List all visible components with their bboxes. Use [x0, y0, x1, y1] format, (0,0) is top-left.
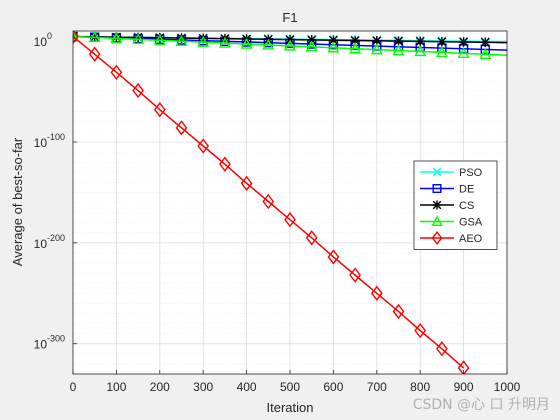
diamond-marker [132, 82, 144, 99]
triangle-marker [327, 41, 340, 53]
series-line-gsa [73, 35, 507, 56]
triangle-marker [392, 44, 405, 56]
x-marker [432, 167, 442, 177]
diamond-marker [414, 322, 427, 339]
y-tick-label: 10 [34, 338, 48, 352]
chart-title: F1 [282, 10, 297, 25]
series-gsa [73, 31, 507, 59]
x-tick-label: 400 [237, 380, 257, 394]
asterisk-marker [458, 37, 469, 47]
x-axis-label: Iteration [267, 400, 314, 415]
y-axis-label: Average of best-so-far [10, 137, 25, 266]
y-tick-exponent: -200 [47, 233, 65, 243]
triangle-marker [73, 31, 79, 42]
diamond-marker [197, 138, 210, 154]
triangle-marker [414, 45, 427, 57]
asterisk-marker [432, 200, 442, 210]
triangle-marker [370, 43, 383, 55]
square-marker [432, 183, 442, 193]
legend-item-aeo: AEO [420, 231, 483, 245]
legend-item-gsa: GSA [420, 215, 483, 229]
triangle-marker [479, 48, 492, 59]
series-layer [73, 31, 507, 374]
triangle-marker [284, 39, 296, 51]
x-tick-label: 0 [70, 380, 77, 394]
x-tick-label: 300 [193, 380, 213, 394]
triangle-marker [197, 35, 210, 47]
x-tick-label: 100 [106, 380, 126, 394]
asterisk-marker [415, 36, 425, 47]
triangle-marker [175, 34, 188, 46]
triangle-marker [153, 34, 166, 45]
x-tick-label: 600 [323, 380, 343, 394]
series-line-aeo [73, 35, 465, 369]
legend-item-pso: PSO [420, 167, 483, 179]
diamond-marker [431, 231, 443, 245]
diamond-marker [284, 212, 296, 228]
triangle-marker [240, 37, 253, 49]
legend-label: AEO [459, 233, 483, 245]
triangle-marker [431, 215, 443, 227]
diamond-marker [73, 31, 79, 45]
diamond-marker [370, 285, 383, 301]
x-tick-label: 700 [367, 380, 387, 394]
triangle-marker [262, 38, 275, 50]
diamond-marker [262, 193, 275, 210]
legend-label: DE [459, 184, 474, 196]
legend-label: PSO [459, 167, 483, 179]
watermark: CSDN @心 口 升明月 [412, 397, 550, 413]
y-tick-exponent: -100 [47, 132, 65, 142]
diamond-marker [436, 341, 448, 357]
legend-item-cs: CS [420, 200, 474, 212]
x-tick-label: 1000 [494, 380, 521, 394]
legend-item-de: DE [420, 184, 474, 196]
diamond-marker [305, 230, 318, 246]
asterisk-marker [285, 34, 295, 45]
diamond-marker [349, 267, 361, 283]
triangle-marker [349, 42, 362, 54]
legend: PSO DE CS GSA AEO [413, 160, 498, 250]
x-tick-label: 500 [280, 380, 300, 394]
y-tick-exponent: -300 [47, 334, 65, 344]
triangle-marker [88, 31, 101, 43]
x-tick-label: 800 [410, 380, 430, 394]
diamond-marker [240, 175, 253, 191]
triangle-marker [132, 33, 145, 45]
diamond-marker [110, 64, 123, 81]
triangle-marker [218, 36, 231, 48]
triangle-marker [110, 32, 123, 44]
asterisk-marker [480, 37, 491, 48]
series-aeo [73, 31, 470, 374]
x-tick-label: 200 [150, 380, 170, 394]
diamond-marker [327, 249, 340, 265]
diamond-marker [88, 46, 101, 62]
x-tick-label: 900 [454, 380, 474, 394]
y-tick-label: 10 [34, 35, 48, 49]
asterisk-marker [437, 36, 447, 47]
triangle-marker [435, 46, 448, 58]
diamond-marker [175, 120, 188, 136]
legend-label: CS [459, 200, 474, 212]
diamond-marker [457, 360, 470, 374]
y-tick-label: 10 [34, 237, 48, 251]
diamond-marker [153, 102, 166, 118]
y-tick-label: 10 [34, 136, 48, 150]
triangle-marker [457, 47, 470, 59]
legend-label: GSA [459, 217, 483, 229]
triangle-marker [305, 40, 318, 52]
diamond-marker [219, 156, 231, 172]
y-tick-exponent: 0 [47, 31, 52, 41]
diamond-marker [392, 303, 405, 320]
